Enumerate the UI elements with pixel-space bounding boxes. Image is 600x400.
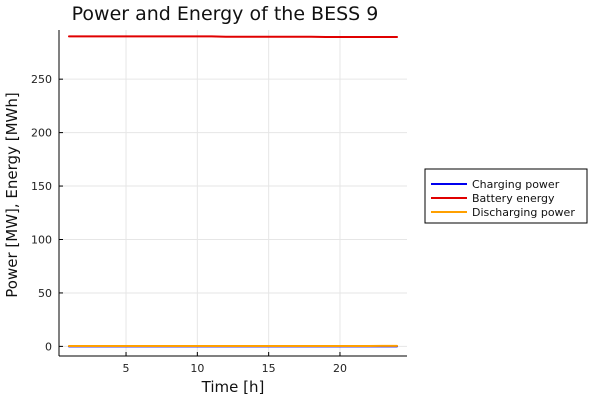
series-layer [67, 35, 399, 348]
y-tick-label: 200 [31, 127, 52, 140]
y-tick-label: 100 [31, 233, 52, 246]
x-axis-title: Time [h] [201, 378, 265, 396]
x-tick-label: 20 [333, 362, 347, 375]
y-tick-label: 0 [45, 340, 52, 353]
legend-label: Battery energy [472, 192, 555, 205]
legend-label: Discharging power [472, 206, 575, 219]
grid-layer [59, 30, 407, 356]
legend-box [424, 168, 588, 224]
series-line-battery-energy [67, 35, 399, 39]
x-tick-label: 5 [123, 362, 130, 375]
y-tick-label: 250 [31, 73, 52, 86]
y-axis-title: Power [MW], Energy [MWh] [3, 92, 21, 297]
y-tick-label: 150 [31, 180, 52, 193]
chart-title: Power and Energy of the BESS 9 [72, 3, 379, 25]
y-tick-label: 50 [38, 287, 52, 300]
x-tick-label: 10 [190, 362, 204, 375]
x-tick-label: 15 [262, 362, 276, 375]
legend-label: Charging power [472, 178, 560, 191]
